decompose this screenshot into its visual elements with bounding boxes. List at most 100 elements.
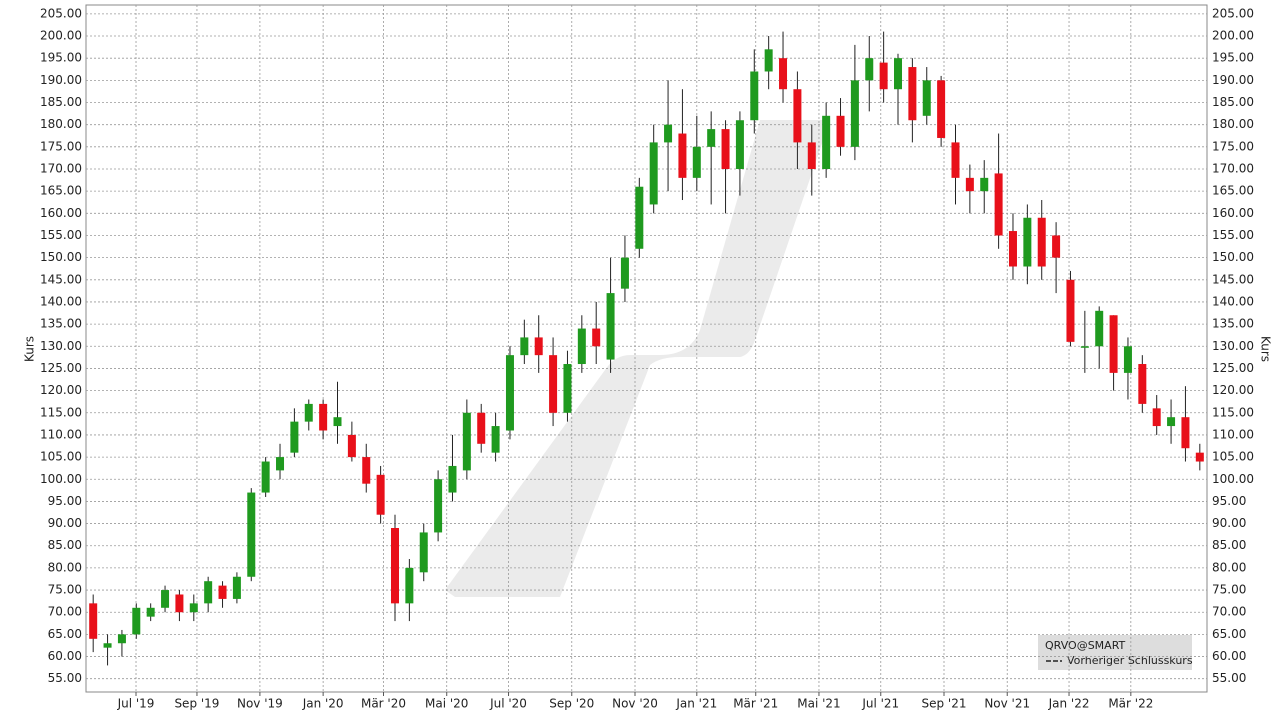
candle-body <box>132 607 141 635</box>
candle-body <box>1109 315 1118 373</box>
x-tick-label: Nov '21 <box>984 697 1030 711</box>
candle-body <box>678 133 687 178</box>
y-tick-label-right: 165.00 <box>1212 184 1254 198</box>
y-tick-label: 95.00 <box>48 494 82 508</box>
y-tick-label: 150.00 <box>40 250 82 264</box>
candle-body <box>448 465 457 493</box>
x-tick-label: Jul '21 <box>861 697 899 711</box>
x-tick-label: Jan '22 <box>1048 697 1090 711</box>
candle-body <box>419 532 428 573</box>
candle-body <box>1080 346 1089 348</box>
y-tick-label: 90.00 <box>48 516 82 530</box>
y-tick-label-right: 135.00 <box>1212 317 1254 331</box>
y-tick-label-right: 155.00 <box>1212 228 1254 242</box>
y-tick-label-right: 120.00 <box>1212 383 1254 397</box>
candle-body <box>1152 408 1161 427</box>
candle-body <box>218 585 227 599</box>
candle-body <box>692 146 701 178</box>
y-tick-label: 70.00 <box>48 605 82 619</box>
y-tick-label-right: 65.00 <box>1212 627 1246 641</box>
candle-body <box>161 590 170 608</box>
y-tick-label-right: 140.00 <box>1212 294 1254 308</box>
candle-body <box>850 80 859 147</box>
y-tick-label: 135.00 <box>40 317 82 331</box>
candle-body <box>204 581 213 604</box>
candle-body <box>549 355 558 413</box>
candle-body <box>1123 346 1132 373</box>
plot-area <box>85 4 1208 693</box>
y-tick-label: 115.00 <box>40 405 82 419</box>
y-tick-label: 85.00 <box>48 538 82 552</box>
y-tick-label-right: 205.00 <box>1212 6 1254 20</box>
x-tick-label: Jan '20 <box>302 697 344 711</box>
candle-body <box>620 257 629 289</box>
y-tick-label: 80.00 <box>48 560 82 574</box>
candle-body <box>376 474 385 515</box>
candle-body <box>980 177 989 192</box>
candle-body <box>1195 452 1204 462</box>
x-tick-label: Mai '21 <box>797 697 840 711</box>
y-tick-label: 65.00 <box>48 627 82 641</box>
candle-body <box>189 603 198 613</box>
y-tick-label: 125.00 <box>40 361 82 375</box>
candle-body <box>577 328 586 365</box>
x-tick-label: Sep '20 <box>549 697 594 711</box>
y-tick-label: 130.00 <box>40 339 82 353</box>
y-tick-label: 60.00 <box>48 649 82 663</box>
candle-body <box>434 479 443 533</box>
y-tick-label-right: 100.00 <box>1212 472 1254 486</box>
y-tick-label: 200.00 <box>40 29 82 43</box>
candle-body <box>1052 235 1061 258</box>
candle-body <box>1138 364 1147 404</box>
y-tick-label-right: 200.00 <box>1212 29 1254 43</box>
candle-body <box>1066 279 1075 342</box>
y-tick-label: 105.00 <box>40 450 82 464</box>
y-tick-label-right: 175.00 <box>1212 139 1254 153</box>
legend: QRVO@SMART Vorheriger Schlusskurs <box>1038 635 1193 670</box>
candle-body <box>937 80 946 138</box>
y-tick-label-right: 150.00 <box>1212 250 1254 264</box>
candle-body <box>1008 231 1017 267</box>
candle-body <box>779 58 788 90</box>
candle-body <box>362 457 371 484</box>
y-tick-label-right: 125.00 <box>1212 361 1254 375</box>
candle-body <box>477 412 486 444</box>
y-tick-label: 170.00 <box>40 161 82 175</box>
y-tick-label-right: 85.00 <box>1212 538 1246 552</box>
candle-body <box>606 293 615 360</box>
y-tick-label: 140.00 <box>40 294 82 308</box>
y-tick-label: 165.00 <box>40 184 82 198</box>
y-tick-label-right: 80.00 <box>1212 560 1246 574</box>
candle-body <box>836 115 845 147</box>
y-tick-label-right: 190.00 <box>1212 73 1254 87</box>
candle-body <box>965 177 974 192</box>
y-tick-label: 155.00 <box>40 228 82 242</box>
candle-body <box>922 80 931 116</box>
y-tick-label: 120.00 <box>40 383 82 397</box>
candle-body <box>635 186 644 249</box>
candle-body <box>175 594 184 613</box>
legend-symbol: QRVO@SMART <box>1045 639 1126 652</box>
x-tick-label: Mär '21 <box>733 697 778 711</box>
y-tick-label-right: 55.00 <box>1212 671 1246 685</box>
x-tick-label: Mär '22 <box>1108 697 1153 711</box>
y-tick-label: 110.00 <box>40 427 82 441</box>
candle-body <box>390 528 399 604</box>
candle-body <box>1181 417 1190 449</box>
x-tick-label: Nov '20 <box>612 697 658 711</box>
candle-body <box>994 173 1003 236</box>
candle-body <box>807 142 816 169</box>
candle-body <box>276 457 285 471</box>
y-tick-label: 190.00 <box>40 73 82 87</box>
candle-body <box>103 643 112 648</box>
candle-body <box>908 67 917 121</box>
candle-body <box>750 71 759 121</box>
candle-body <box>865 58 874 81</box>
x-tick-label: Nov '19 <box>237 697 283 711</box>
candle-body <box>822 115 831 169</box>
y-tick-label-right: 90.00 <box>1212 516 1246 530</box>
y-tick-label-right: 105.00 <box>1212 450 1254 464</box>
y-tick-label: 100.00 <box>40 472 82 486</box>
y-tick-label-right: 185.00 <box>1212 95 1254 109</box>
